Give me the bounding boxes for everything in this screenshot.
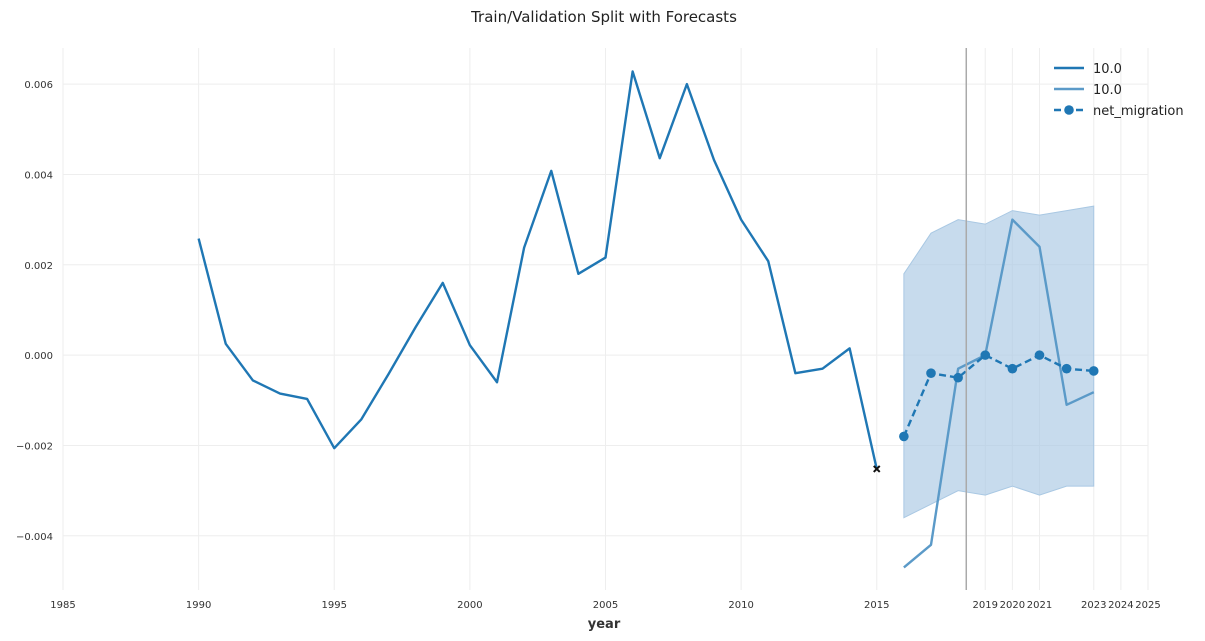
y-tick-label: −0.004 [16,532,53,543]
y-axis: 0.006 0.004 0.002 0.000 −0.002 −0.004 [16,80,53,543]
x-tick-label: 1990 [186,600,211,611]
x-tick-label: 2021 [1027,600,1052,611]
y-tick-label: 0.004 [24,170,53,181]
net-migration-point [899,431,909,442]
x-axis-label: year [588,617,621,632]
x-tick-label: 2019 [973,600,998,611]
y-tick-label: −0.002 [16,441,53,452]
x-tick-label: 2015 [864,600,889,611]
y-tick-label: 0.006 [24,80,53,91]
series-group [197,70,1099,569]
series-line-forecast [903,218,1095,569]
x-tick-label: 2000 [457,600,482,611]
x-tick-label: 2023 [1081,600,1106,611]
y-tick-label: 0.000 [24,351,53,362]
net-migration-point [1034,350,1045,360]
x-tick-label: 2025 [1135,600,1160,611]
x-tick-label: 2005 [593,600,618,611]
series-line-train [197,70,878,470]
y-tick-label: 0.002 [24,261,53,272]
chart-title: Train/Validation Split with Forecasts [470,8,737,26]
x-tick-label: 2010 [728,600,753,611]
x-tick-label: 2020 [1000,600,1025,611]
series-line-net-migration [902,353,1094,437]
legend-label: net_migration [1093,104,1184,119]
legend: 10.0 10.0 net_migration [1054,62,1184,119]
net-migration-point [1088,366,1099,376]
x-tick-label: 1985 [50,600,75,611]
net-migration-point [1007,363,1018,374]
x-tick-label: 2024 [1108,600,1133,611]
legend-marker [1064,105,1074,115]
train-end-marker [873,465,881,473]
x-tick-label: 1995 [322,600,347,611]
net-migration-point [1061,363,1072,374]
net-migration-point [980,350,991,360]
legend-label: 10.0 [1093,62,1122,77]
net-migration-point [953,372,963,383]
legend-label: 10.0 [1093,83,1122,98]
x-axis: 1985 1990 1995 2000 2005 2010 2015 2019 2020 2021… [50,600,1160,611]
net-migration-point [926,368,936,379]
